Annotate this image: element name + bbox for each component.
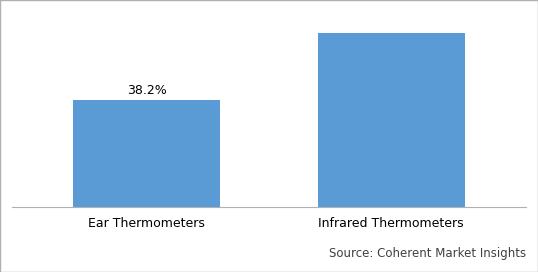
Bar xyxy=(318,33,464,208)
Text: Source: Coherent Market Insights: Source: Coherent Market Insights xyxy=(329,247,526,260)
Text: 38.2%: 38.2% xyxy=(127,84,167,97)
Bar xyxy=(74,100,220,208)
